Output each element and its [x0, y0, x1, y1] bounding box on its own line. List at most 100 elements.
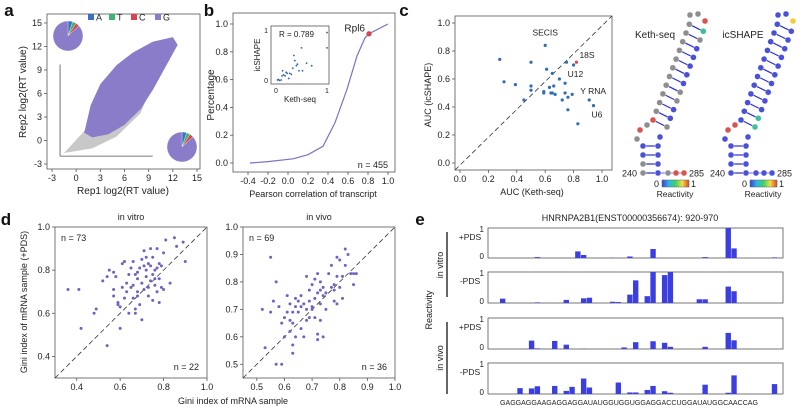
scatter-point: [321, 294, 325, 298]
nucleotide: [721, 135, 729, 143]
scatter-point: [116, 301, 120, 304]
sequence-label: GAGGAGGAAGAGGAGGAUAUGGUGGUGGAGGACCUGGAUA…: [500, 400, 758, 407]
y-tick-label: 1: [480, 269, 485, 278]
nucleotide: [758, 106, 765, 113]
y-tick-label: 3: [37, 112, 42, 122]
rpl6-point: [366, 31, 372, 37]
scatter-point: [131, 260, 135, 264]
reactivity-row: 1 0 -PDS: [460, 360, 784, 397]
scatter-point: [149, 247, 153, 251]
inset-point: [300, 46, 303, 49]
y-tick-label: 1: [480, 225, 485, 234]
scatter-point: [502, 80, 506, 84]
reactivity-bar: [702, 299, 708, 303]
scatter-point: [332, 283, 336, 287]
scatter-point: [302, 302, 306, 306]
scatter-point: [133, 311, 137, 315]
nucleotide: [788, 28, 795, 35]
scatter-point: [288, 318, 292, 322]
reactivity-bar: [731, 291, 737, 303]
scatter-point: [570, 92, 574, 96]
scatter-point: [305, 307, 309, 311]
scatter-point: [125, 281, 129, 285]
nucleotide: [686, 21, 693, 28]
scatter-point: [79, 326, 83, 330]
nucleotide: [700, 28, 707, 35]
inset-x-tick-label: 1: [325, 88, 329, 95]
scatter-point: [313, 316, 317, 320]
y-axis-label: Gini index of mRNA sample (+PDS): [19, 231, 29, 373]
scatter-point: [142, 288, 146, 292]
scatter-point: [354, 272, 358, 276]
reactivity-bar: [696, 299, 703, 303]
nucleotide: [677, 88, 684, 96]
scatter-point: [129, 285, 133, 289]
scatter-point: [305, 274, 309, 278]
scatter-point: [131, 283, 135, 287]
scatter-point: [153, 277, 157, 281]
scatter-point: [318, 318, 322, 322]
reactivity-bar: [534, 302, 541, 303]
scatter-point: [291, 321, 295, 325]
reactivity-bar: [650, 385, 656, 394]
y-tick-label: 9: [37, 65, 42, 75]
n-below-label: n = 36: [362, 362, 387, 372]
nucleotide: [690, 54, 697, 61]
scatter-point: [151, 272, 155, 276]
scatter-point: [564, 60, 569, 64]
nucleotide: [636, 126, 644, 134]
scatter-point: [269, 255, 273, 259]
scatter-point: [318, 302, 322, 306]
scatter-point: [142, 264, 146, 268]
reactivity-bar: [725, 332, 731, 349]
scatter-point: [513, 83, 517, 87]
nucleotide: [761, 97, 769, 105]
nucleotide: [633, 135, 641, 143]
scatter-point: [576, 122, 580, 126]
scatter-point: [136, 270, 140, 274]
scatter-point: [529, 88, 533, 92]
high-density-region: [84, 37, 178, 138]
scatter-point: [296, 310, 300, 314]
scatter-point: [159, 285, 163, 289]
nucleotide: [774, 21, 781, 28]
x-tick-label: 0.4: [70, 382, 83, 392]
point-label: SECIS: [532, 27, 558, 37]
x-tick-label: 0.7: [306, 382, 319, 392]
scatter-point: [545, 67, 549, 71]
scatter-point: [151, 298, 155, 302]
scatter-point: [144, 268, 148, 272]
nucleotide: [727, 151, 735, 159]
reactivity-bar: [633, 342, 639, 349]
scatter-point: [318, 288, 322, 292]
panel-c: c 0.0 0.2 0.4 0.6 0.8 1.0 0.0 0.2 0.4 0.6 0.8 1.0 AUC…: [399, 1, 613, 197]
nucleotide: [679, 38, 686, 45]
inset-x-label: Keth-seq: [284, 95, 316, 104]
scatter-point: [340, 274, 344, 278]
y-tick-label: 0.0: [437, 158, 450, 168]
scatter-point: [122, 260, 126, 264]
x-tick-label: 1.0: [382, 176, 395, 186]
y-tick-label: 0.5: [225, 359, 238, 369]
scatter-point: [529, 84, 533, 88]
reactivity-bar: [528, 388, 535, 394]
scatter-point: [157, 301, 161, 304]
reactivity-bar: [552, 340, 558, 349]
nucleotide: [659, 90, 667, 98]
scatter-point: [131, 296, 135, 300]
scatter-point: [94, 307, 98, 311]
scatter-point: [313, 277, 317, 281]
reactivity-bar: [534, 348, 541, 349]
nucleotide: [701, 17, 709, 25]
nucleotide: [760, 169, 768, 177]
nucleotide: [778, 54, 785, 61]
inset-point: [305, 62, 308, 65]
inset-x-tick-label: 0: [274, 88, 278, 95]
y-tick-label: 1: [480, 360, 485, 369]
reactivity-bar: [667, 392, 674, 394]
scatter-point: [335, 302, 339, 306]
scatter-point: [338, 285, 342, 289]
condition-label: -PDS: [460, 367, 481, 377]
inset-point: [292, 54, 295, 57]
